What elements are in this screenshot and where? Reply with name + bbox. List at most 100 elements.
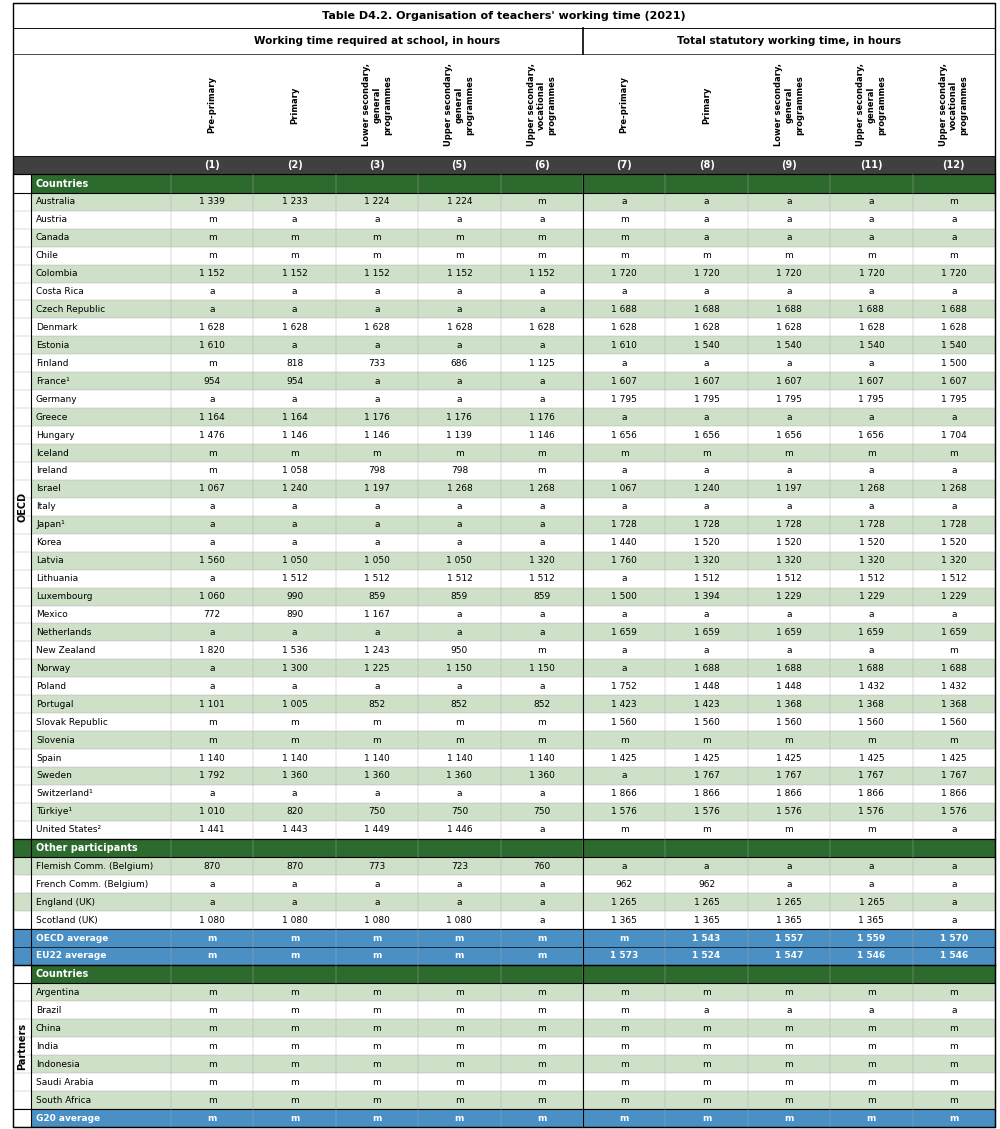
Text: 1 560: 1 560	[611, 718, 637, 727]
Text: m: m	[620, 448, 629, 457]
Text: Spain: Spain	[36, 753, 61, 762]
Text: 1 512: 1 512	[694, 575, 719, 583]
Text: 1 050: 1 050	[364, 557, 390, 566]
Text: a: a	[209, 575, 215, 583]
Text: 1 240: 1 240	[282, 484, 307, 493]
Text: m: m	[290, 1042, 299, 1051]
Text: 1 767: 1 767	[941, 771, 967, 780]
Text: a: a	[539, 520, 545, 530]
Text: m: m	[208, 216, 217, 225]
Text: m: m	[455, 1078, 464, 1086]
Text: m: m	[208, 952, 217, 961]
Text: 1 688: 1 688	[776, 664, 802, 673]
Text: French Comm. (Belgium): French Comm. (Belgium)	[36, 879, 148, 889]
Text: m: m	[785, 736, 793, 745]
Text: 1 720: 1 720	[941, 269, 967, 278]
Text: 818: 818	[286, 359, 303, 368]
Text: m: m	[949, 1024, 958, 1033]
Text: a: a	[951, 879, 957, 889]
Text: 954: 954	[204, 377, 221, 386]
Text: a: a	[704, 216, 709, 225]
Text: 1 628: 1 628	[776, 323, 802, 332]
Text: a: a	[704, 359, 709, 368]
Bar	[13, 229, 995, 246]
Text: m: m	[208, 988, 217, 997]
Text: m: m	[537, 1095, 546, 1104]
Text: 1 704: 1 704	[941, 430, 967, 439]
Text: a: a	[786, 198, 792, 207]
Text: a: a	[292, 628, 297, 637]
Text: 1 150: 1 150	[446, 664, 472, 673]
Text: a: a	[539, 377, 545, 386]
Text: a: a	[374, 520, 380, 530]
Text: m: m	[949, 736, 958, 745]
Text: a: a	[457, 610, 462, 619]
Text: 1 576: 1 576	[858, 807, 884, 816]
Text: France¹: France¹	[36, 377, 70, 386]
Text: a: a	[209, 520, 215, 530]
Text: 1 146: 1 146	[282, 430, 307, 439]
Bar	[171, 28, 583, 54]
Text: 1 500: 1 500	[611, 592, 637, 601]
Text: Mexico: Mexico	[36, 610, 68, 619]
Text: 1 540: 1 540	[776, 341, 802, 350]
Text: 1 197: 1 197	[364, 484, 390, 493]
Text: m: m	[290, 448, 299, 457]
Text: a: a	[869, 216, 874, 225]
Text: 1 607: 1 607	[941, 377, 967, 386]
Text: 1 540: 1 540	[694, 341, 719, 350]
Text: 1 720: 1 720	[859, 269, 884, 278]
Text: 750: 750	[533, 807, 550, 816]
Text: 760: 760	[533, 861, 550, 870]
Text: a: a	[951, 216, 957, 225]
Text: (9): (9)	[781, 160, 797, 170]
Text: 1 050: 1 050	[282, 557, 308, 566]
Text: 1 607: 1 607	[694, 377, 720, 386]
Text: Total statutory working time, in hours: Total statutory working time, in hours	[677, 36, 901, 46]
Text: 1 425: 1 425	[859, 753, 884, 762]
Text: m: m	[867, 1113, 876, 1122]
Text: a: a	[951, 861, 957, 870]
Text: EU22 average: EU22 average	[36, 952, 106, 961]
Text: m: m	[537, 646, 546, 655]
Text: 1 360: 1 360	[446, 771, 472, 780]
Text: Ireland: Ireland	[36, 466, 67, 475]
Bar	[13, 641, 995, 659]
Text: a: a	[869, 234, 874, 243]
Text: m: m	[290, 718, 299, 727]
Text: 852: 852	[533, 700, 550, 709]
Text: a: a	[374, 395, 380, 404]
Text: m: m	[702, 1113, 711, 1122]
Bar	[13, 516, 995, 534]
Text: Partners: Partners	[17, 1023, 27, 1069]
Text: 1 365: 1 365	[858, 916, 884, 925]
Text: 1 524: 1 524	[692, 952, 721, 961]
Text: a: a	[951, 898, 957, 907]
Text: m: m	[290, 736, 299, 745]
Text: a: a	[951, 466, 957, 475]
Bar	[13, 1038, 995, 1056]
Text: 1 268: 1 268	[859, 484, 884, 493]
Text: 1 224: 1 224	[364, 198, 390, 207]
Text: m: m	[373, 1078, 381, 1086]
Text: 870: 870	[204, 861, 221, 870]
Text: 1 560: 1 560	[199, 557, 225, 566]
Text: 1 512: 1 512	[529, 575, 555, 583]
Text: m: m	[372, 952, 382, 961]
Text: Upper secondary,
vocational
programmes: Upper secondary, vocational programmes	[939, 63, 969, 147]
Text: m: m	[208, 1078, 217, 1086]
Text: 1 628: 1 628	[447, 323, 472, 332]
Bar	[13, 282, 995, 300]
Text: 1 432: 1 432	[859, 682, 884, 691]
Text: 1 728: 1 728	[941, 520, 967, 530]
Text: m: m	[373, 1095, 381, 1104]
Text: m: m	[455, 1006, 464, 1015]
Text: (5): (5)	[452, 160, 467, 170]
Text: 1 176: 1 176	[446, 412, 472, 421]
Text: a: a	[786, 610, 792, 619]
Text: 1 432: 1 432	[941, 682, 967, 691]
Text: 1 688: 1 688	[858, 305, 884, 314]
Text: 1 268: 1 268	[941, 484, 967, 493]
Text: 1 628: 1 628	[859, 323, 884, 332]
Text: 1 152: 1 152	[447, 269, 472, 278]
